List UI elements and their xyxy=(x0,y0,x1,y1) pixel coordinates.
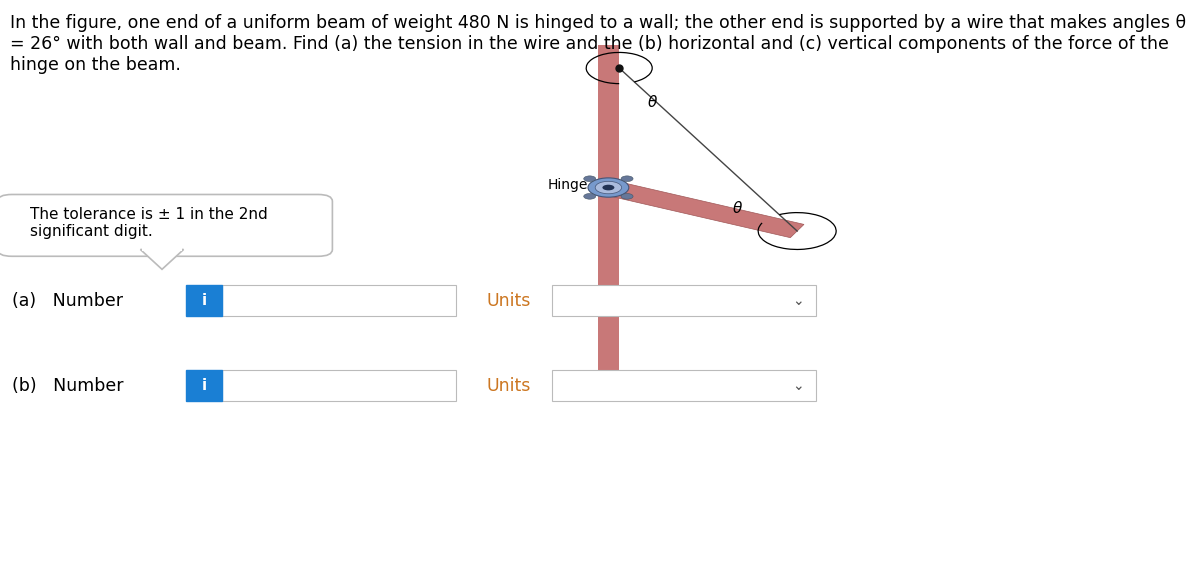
Text: (b)   Number: (b) Number xyxy=(12,376,124,395)
Text: i: i xyxy=(202,378,206,393)
FancyBboxPatch shape xyxy=(0,194,332,256)
Circle shape xyxy=(588,178,629,197)
Circle shape xyxy=(622,176,634,181)
Polygon shape xyxy=(142,248,182,251)
Text: In the figure, one end of a uniform beam of weight 480 N is hinged to a wall; th: In the figure, one end of a uniform beam… xyxy=(10,14,1186,74)
FancyBboxPatch shape xyxy=(186,370,222,401)
Bar xyxy=(598,45,619,380)
Text: (a)   Number: (a) Number xyxy=(12,291,124,310)
FancyBboxPatch shape xyxy=(186,285,222,316)
FancyBboxPatch shape xyxy=(552,285,816,316)
Text: The tolerance is ± 1 in the 2nd
significant digit.: The tolerance is ± 1 in the 2nd signific… xyxy=(30,207,268,239)
Polygon shape xyxy=(140,249,184,269)
FancyBboxPatch shape xyxy=(222,285,456,316)
Circle shape xyxy=(583,176,595,181)
Text: ⌄: ⌄ xyxy=(792,294,804,307)
Polygon shape xyxy=(601,181,804,238)
Text: i: i xyxy=(202,293,206,308)
FancyBboxPatch shape xyxy=(222,370,456,401)
Text: ⌄: ⌄ xyxy=(792,379,804,392)
Circle shape xyxy=(622,193,634,199)
Text: Hinge: Hinge xyxy=(547,177,588,192)
Text: Units: Units xyxy=(486,376,530,395)
Circle shape xyxy=(602,185,614,191)
Text: θ: θ xyxy=(648,95,658,109)
Text: Units: Units xyxy=(486,291,530,310)
Circle shape xyxy=(595,181,622,194)
Text: θ: θ xyxy=(732,201,742,216)
FancyBboxPatch shape xyxy=(552,370,816,401)
Circle shape xyxy=(583,193,595,199)
